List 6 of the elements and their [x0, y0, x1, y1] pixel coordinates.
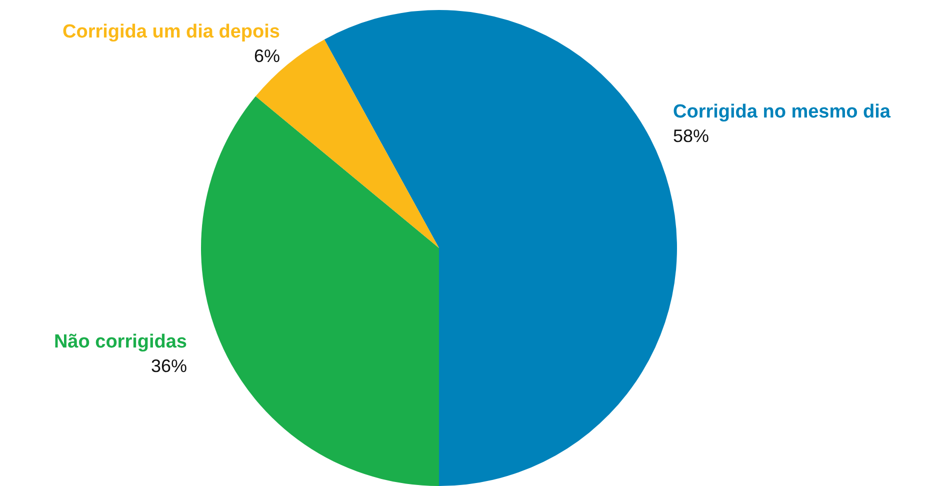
slice-label: Não corrigidas — [54, 332, 187, 352]
data-label: 36% — [150, 356, 187, 376]
data-label: 58% — [673, 126, 710, 146]
slice-label: Corrigida um dia depois — [62, 22, 280, 42]
data-label: 6% — [254, 46, 280, 66]
slice-label: Corrigida no mesmo dia — [673, 102, 891, 122]
